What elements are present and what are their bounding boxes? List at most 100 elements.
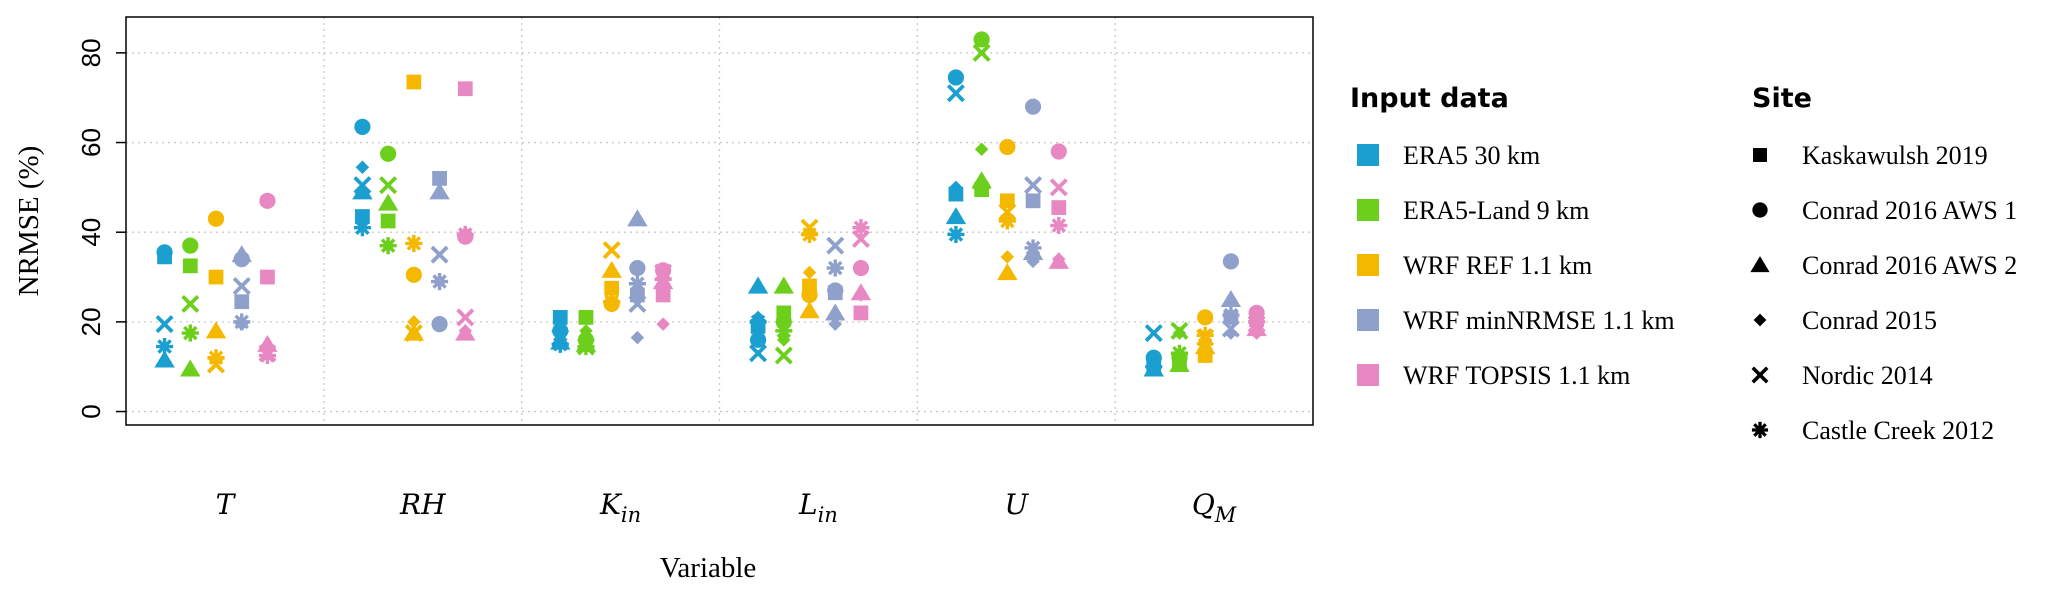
data-point [208, 269, 224, 285]
x-axis-label: Variable [660, 552, 757, 584]
data-point [1000, 250, 1015, 264]
data-point [1050, 143, 1067, 160]
data-point [749, 313, 767, 331]
data-point [578, 310, 594, 325]
data-point [601, 260, 622, 278]
data-point [800, 225, 819, 244]
category-base: Q [1192, 488, 1215, 521]
data-point [234, 294, 250, 310]
data-point [552, 310, 568, 325]
data-point [949, 180, 963, 195]
data-point [431, 316, 448, 333]
data-point [353, 176, 372, 195]
data-point [854, 288, 868, 302]
data-point [379, 237, 397, 255]
data-point [258, 346, 277, 365]
data-point [1026, 254, 1040, 269]
data-point [825, 303, 846, 321]
category-base: U [1004, 488, 1029, 521]
data-point [826, 236, 845, 255]
data-point [1024, 176, 1043, 195]
data-point [207, 349, 225, 367]
data-point [1170, 321, 1189, 340]
data-point [799, 301, 820, 319]
data-point [775, 322, 793, 340]
data-point [1049, 178, 1068, 197]
data-point [155, 315, 174, 334]
data-point [1024, 98, 1042, 115]
legend-input-label: WRF REF 1.1 km [1403, 251, 1592, 280]
data-point [355, 209, 370, 224]
data-point [1052, 252, 1066, 266]
data-point [972, 43, 991, 62]
data-point [406, 74, 422, 90]
data-point [747, 276, 769, 294]
legend-site-label: Conrad 2016 AWS 2 [1802, 251, 2017, 280]
data-point [456, 308, 475, 327]
data-point [604, 283, 619, 298]
data-point [1169, 355, 1190, 373]
data-point [852, 259, 870, 277]
data-point [260, 269, 275, 285]
data-point [457, 81, 473, 97]
data-point [577, 337, 595, 356]
x-category-label: T [216, 488, 237, 521]
legend-site-marker [1751, 366, 1769, 384]
data-point [973, 31, 990, 48]
data-point [458, 324, 473, 338]
data-point [828, 317, 842, 331]
data-point [774, 346, 793, 365]
legend-site-marker [1753, 148, 1767, 162]
data-point [1051, 200, 1067, 215]
data-point [405, 266, 422, 283]
data-point [852, 219, 870, 237]
y-axis-label: NRMSE (%) [13, 146, 45, 297]
data-point [156, 337, 174, 356]
data-point [1025, 193, 1041, 209]
data-point [947, 225, 965, 244]
data-point [377, 193, 399, 211]
data-points [154, 31, 1267, 377]
data-point [945, 207, 967, 225]
data-point [749, 344, 768, 363]
y-tick-label: 80 [76, 38, 106, 67]
data-point [628, 294, 647, 313]
data-point [1220, 290, 1242, 308]
y-tick-label: 20 [76, 307, 106, 336]
legend-site-marker [1750, 256, 1770, 273]
data-point [432, 171, 447, 186]
x-axis-categories: T RH Kin Lin U QM [216, 488, 1237, 527]
data-point [654, 270, 672, 288]
data-point [404, 324, 423, 343]
legend-site-label: Kaskawulsh 2019 [1802, 141, 1988, 170]
data-point [232, 277, 251, 295]
category-subscript: M [1214, 503, 1237, 527]
category-subscript: in [621, 503, 641, 527]
legend-swatch [1357, 254, 1379, 276]
data-point [429, 182, 450, 200]
data-point [1050, 216, 1068, 235]
legend-swatch [1357, 199, 1379, 221]
data-point [999, 138, 1016, 156]
data-point [1222, 306, 1240, 324]
y-tick-label: 60 [76, 128, 106, 157]
x-category-label: U [1004, 488, 1029, 521]
y-tick-label: 40 [76, 218, 106, 247]
legend-site-label: Conrad 2015 [1802, 306, 1937, 335]
data-point [456, 225, 474, 244]
legend-input-label: WRF TOPSIS 1.1 km [1403, 361, 1630, 390]
data-point [353, 219, 371, 237]
data-point [1248, 313, 1266, 331]
category-base: T [216, 488, 237, 521]
data-point [749, 331, 767, 348]
legend-site-marker [1752, 202, 1768, 218]
y-axis: 0 20 40 60 80 [76, 38, 126, 419]
legend-input-label: ERA5-Land 9 km [1403, 196, 1589, 225]
data-point [205, 321, 227, 339]
data-point [1196, 326, 1214, 344]
data-point [579, 324, 593, 338]
legend-site: Site Kaskawulsh 2019 Conrad 2016 AWS 1 Con… [1750, 83, 2017, 445]
data-point [352, 182, 373, 200]
legend-input-label: ERA5 30 km [1403, 141, 1540, 170]
